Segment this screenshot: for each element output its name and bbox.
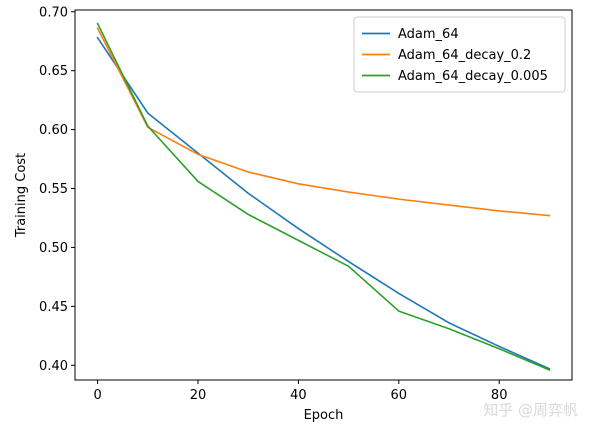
series-layer xyxy=(96,22,551,372)
x-tick-label: 20 xyxy=(190,388,207,403)
series-line-2 xyxy=(96,27,551,217)
legend-label: Adam_64_decay_0.005 xyxy=(398,69,548,84)
watermark: 知乎 @周弈帆 xyxy=(483,401,578,419)
y-tick-label: 0.60 xyxy=(39,123,68,138)
y-tick-label: 0.55 xyxy=(39,182,68,197)
legend: Adam_64 Adam_64_decay_0.2 Adam_64_decay_0.… xyxy=(353,16,566,93)
x-tick-label: 60 xyxy=(391,388,408,403)
legend-label: Adam_64 xyxy=(398,27,459,42)
legend-box xyxy=(353,16,566,93)
x-axis-label: Epoch xyxy=(304,408,344,423)
series-line-1 xyxy=(96,36,551,370)
plot-area-frame xyxy=(74,9,573,381)
y-tick-label: 0.65 xyxy=(39,64,68,79)
y-axis: 0.40 0.45 0.50 0.55 0.60 0.65 0.70 xyxy=(39,5,75,374)
x-tick-label: 0 xyxy=(93,388,101,403)
y-tick-label: 0.70 xyxy=(39,5,68,20)
y-tick-label: 0.50 xyxy=(39,241,68,256)
y-tick-label: 0.40 xyxy=(39,359,68,374)
x-tick-label: 80 xyxy=(491,388,508,403)
legend-label: Adam_64_decay_0.2 xyxy=(398,48,531,63)
y-axis-label: Training Cost xyxy=(14,153,29,238)
series-line-3 xyxy=(96,22,551,372)
x-tick-label: 40 xyxy=(290,388,307,403)
x-axis: 0 20 40 60 80 xyxy=(93,380,507,403)
y-tick-label: 0.45 xyxy=(39,300,68,315)
